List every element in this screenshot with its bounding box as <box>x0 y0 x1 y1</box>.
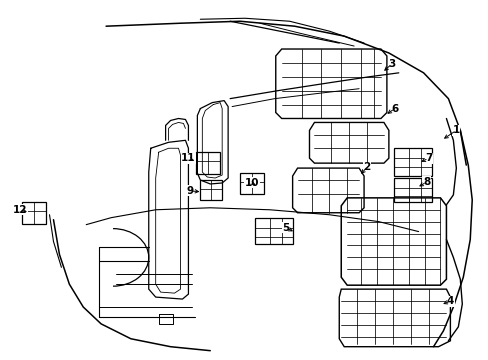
Bar <box>254 218 292 243</box>
Text: 6: 6 <box>390 104 398 113</box>
Bar <box>21 202 45 224</box>
Text: 12: 12 <box>13 205 27 215</box>
Bar <box>200 180 222 200</box>
Bar <box>393 148 431 176</box>
Text: 2: 2 <box>363 162 370 172</box>
Text: 11: 11 <box>181 153 195 163</box>
Text: 10: 10 <box>244 178 259 188</box>
Text: 7: 7 <box>424 153 431 163</box>
Text: 4: 4 <box>446 296 453 306</box>
Bar <box>240 173 264 194</box>
Bar <box>196 152 220 174</box>
Bar <box>393 178 431 202</box>
Text: 9: 9 <box>186 186 194 196</box>
Text: 3: 3 <box>387 59 395 69</box>
Text: 5: 5 <box>282 222 289 233</box>
Text: 8: 8 <box>422 177 429 187</box>
Text: 1: 1 <box>452 125 459 135</box>
